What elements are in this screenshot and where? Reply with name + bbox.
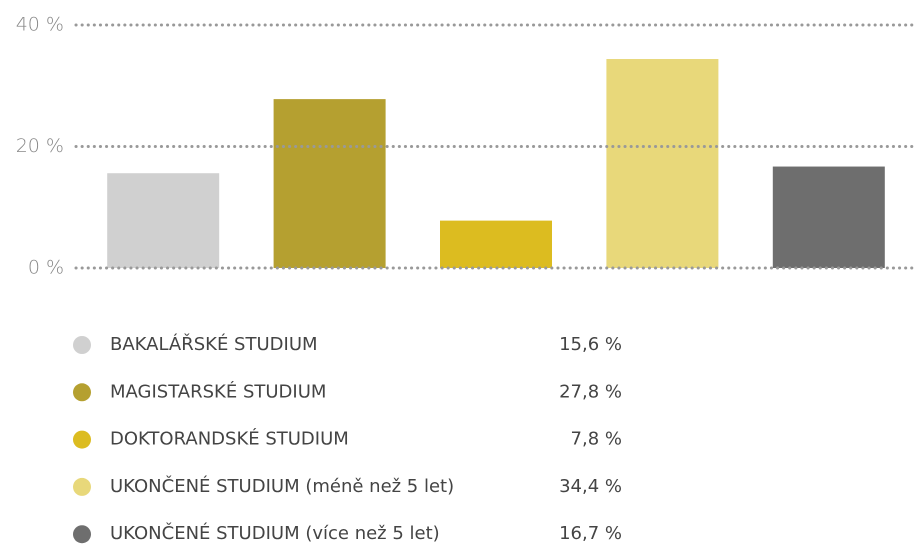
legend-label: DOKTORANDSKÉ STUDIUM: [110, 428, 349, 450]
value-label: 16,7 %: [559, 523, 622, 544]
y-tick-label: 40 %: [16, 14, 64, 36]
bar: [273, 99, 386, 269]
value-label: 34,4 %: [559, 476, 622, 497]
legend-swatch: [73, 430, 91, 449]
value-label: 15,6 %: [559, 334, 622, 355]
y-tick-label: 20 %: [16, 135, 64, 157]
legend-label: UKONČENÉ STUDIUM (méně než 5 let): [110, 475, 454, 497]
legend-swatch: [73, 383, 91, 402]
legend-label: MAGISTARSKÉ STUDIUM: [110, 380, 326, 402]
legend-swatch: [73, 336, 91, 354]
bar: [772, 166, 885, 268]
bar: [606, 59, 719, 268]
legend-label: BAKALÁŘSKÉ STUDIUM: [110, 333, 318, 355]
legend-swatch: [73, 525, 91, 544]
y-tick-label: 0 %: [28, 257, 64, 279]
value-label: 27,8 %: [559, 381, 622, 402]
bar: [107, 173, 220, 268]
legend-label: UKONČENÉ STUDIUM (více než 5 let): [110, 522, 440, 544]
value-label: 7,8 %: [571, 429, 622, 450]
legend-swatch: [73, 477, 91, 496]
bar: [440, 220, 552, 268]
